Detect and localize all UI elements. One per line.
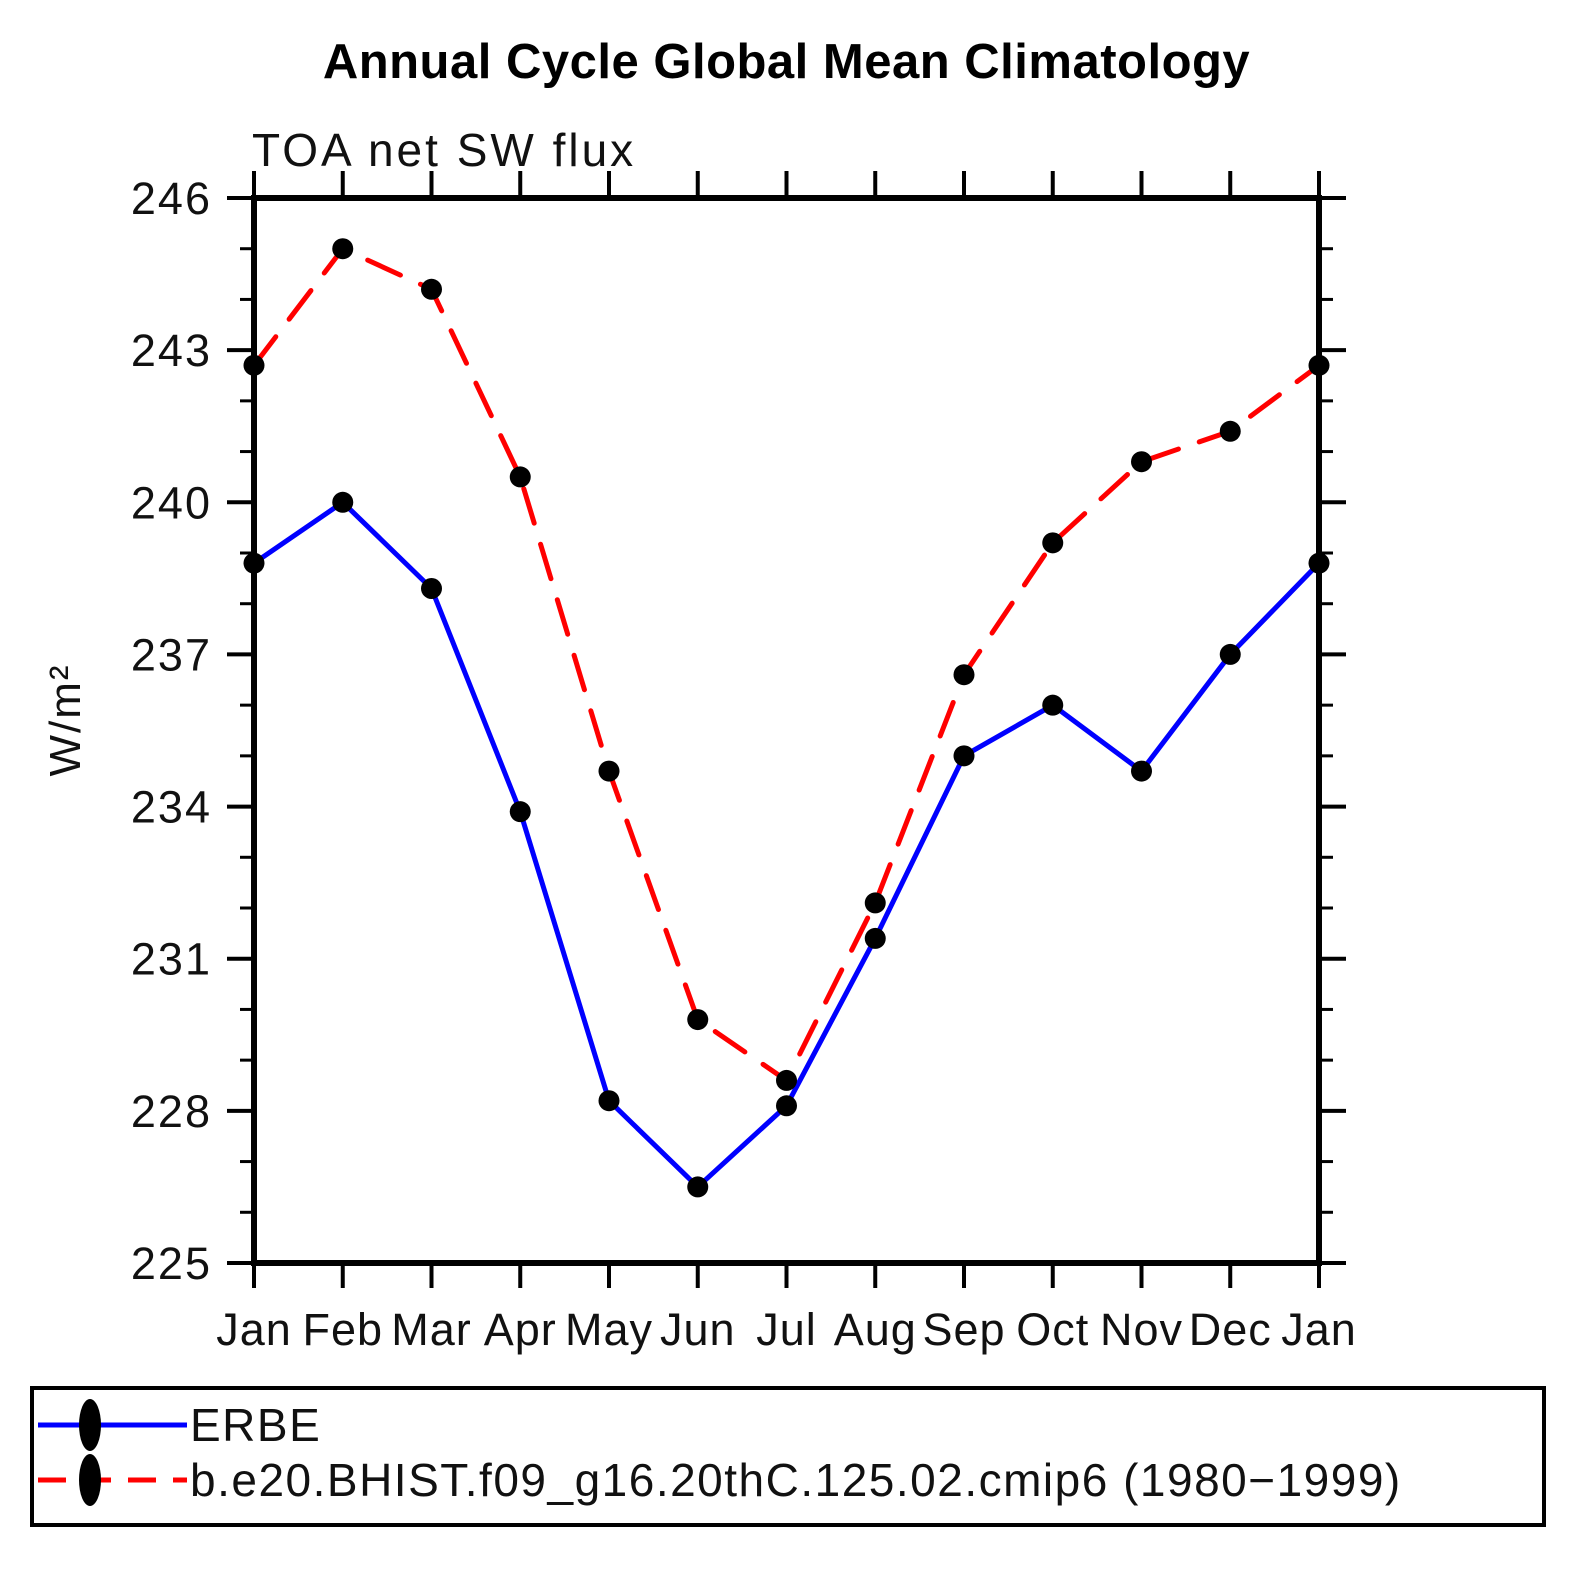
erbe-data-point-marker — [864, 927, 886, 949]
y-tick-label: 237 — [131, 629, 212, 680]
erbe-data-point-marker — [953, 745, 975, 767]
y-tick-label: 243 — [131, 325, 212, 376]
erbe-data-point-marker — [332, 491, 354, 513]
x-tick-label: May — [565, 1304, 653, 1355]
model-data-point-marker — [953, 664, 975, 686]
y-tick-label: 234 — [131, 782, 212, 833]
model-data-point-marker — [243, 354, 265, 376]
model-data-point-marker — [332, 238, 354, 260]
legend-sample-erbe-line — [38, 1399, 187, 1451]
model-data-point-marker — [1308, 354, 1330, 376]
x-tick-label: Oct — [1016, 1304, 1089, 1355]
legend-label-model: b.e20.BHIST.f09_g16.20thC.125.02.cmip6 (… — [190, 1454, 1402, 1506]
legend-box: ERBE b.e20.BHIST.f09_g16.20thC.125.02.cm… — [30, 1386, 1546, 1527]
plot-frame — [251, 195, 1322, 1266]
legend-sample-model-line — [38, 1454, 187, 1506]
x-tick-label: Jan — [216, 1304, 292, 1355]
x-tick-label: Jun — [660, 1304, 736, 1355]
erbe-data-point-marker — [1131, 760, 1152, 782]
model-data-point-marker — [687, 1009, 709, 1031]
model-data-point-marker — [598, 760, 620, 782]
x-tick-label: Apr — [484, 1304, 557, 1355]
x-tick-label: Aug — [834, 1304, 917, 1355]
model-data-point-marker — [509, 466, 531, 488]
model-line — [251, 246, 1322, 1083]
x-tick-label: Jul — [756, 1304, 817, 1355]
y-tick-label: 246 — [131, 173, 212, 224]
chart-subtitle: TOA net SW flux — [252, 124, 637, 176]
model-data-point-marker — [1042, 532, 1064, 554]
legend-item-model: b.e20.BHIST.f09_g16.20thC.125.02.cmip6 (… — [34, 1452, 1402, 1508]
x-tick-label: Jan — [1281, 1304, 1357, 1355]
erbe-data-point-marker — [1042, 694, 1064, 716]
model-data-point-marker — [1131, 451, 1152, 473]
erbe-data-point-marker — [1219, 643, 1241, 665]
x-tick-label: Dec — [1189, 1304, 1272, 1355]
erbe-data-point-marker — [421, 578, 442, 599]
x-tick-label: Nov — [1100, 1304, 1183, 1355]
y-tick-label: 240 — [131, 477, 212, 528]
model-data-point-marker — [1219, 420, 1241, 442]
erbe-data-point-marker — [1308, 552, 1330, 574]
legend-label-erbe: ERBE — [190, 1399, 322, 1451]
y-tick-label: 225 — [131, 1238, 212, 1289]
y-tick-label: 228 — [131, 1086, 212, 1137]
model-data-point-marker — [864, 892, 886, 914]
model-data-point-marker — [776, 1069, 797, 1091]
erbe-data-point-marker — [687, 1176, 709, 1198]
chart-title: Annual Cycle Global Mean Climatology — [322, 35, 1251, 89]
x-tick-label: Mar — [391, 1304, 472, 1355]
legend-item-erbe: ERBE — [34, 1397, 321, 1453]
erbe-data-point-marker — [776, 1095, 797, 1117]
model-data-point-marker — [421, 278, 442, 300]
y-tick-label: 231 — [131, 934, 212, 985]
y-axis-label: W/m² — [41, 663, 90, 777]
erbe-data-point-marker — [509, 801, 531, 823]
x-tick-label: Sep — [922, 1304, 1005, 1355]
erbe-data-point-marker — [243, 552, 265, 574]
erbe-data-point-marker — [598, 1090, 620, 1112]
x-tick-label: Feb — [302, 1304, 383, 1355]
